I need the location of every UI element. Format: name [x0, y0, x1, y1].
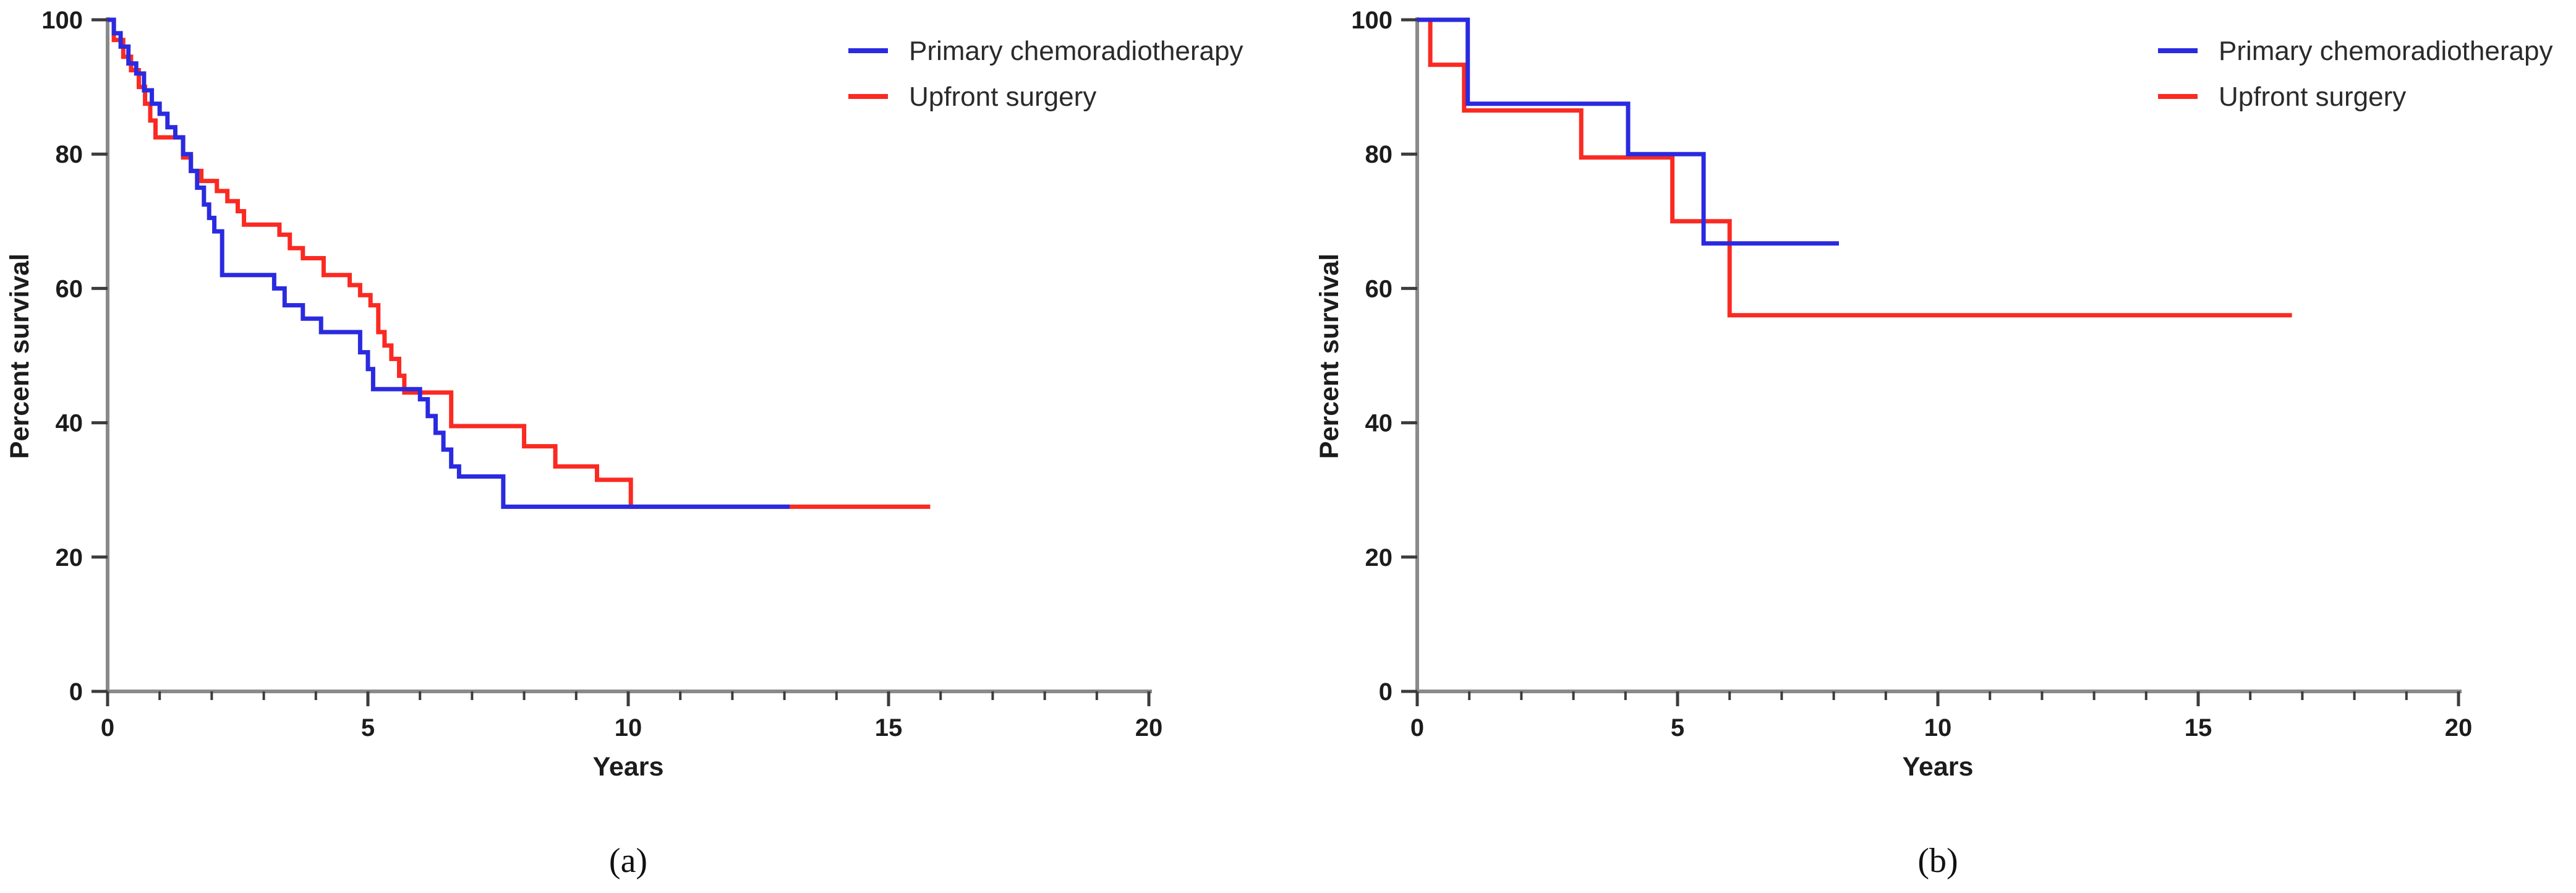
x-tick-label: 5 — [361, 714, 375, 741]
x-tick-label: 10 — [615, 714, 642, 741]
y-tick-label: 60 — [56, 275, 83, 302]
x-tick-label: 0 — [101, 714, 114, 741]
y-tick-label: 100 — [41, 7, 83, 34]
x-tick-label: 15 — [2185, 714, 2212, 741]
km-curve-upfront-surgery — [108, 17, 931, 509]
legend-label-primary-chemoradiotherapy: Primary chemoradiotherapy — [2219, 36, 2553, 66]
y-tick-label: 0 — [69, 678, 83, 706]
panel-b-legend: Primary chemoradiotherapy Upfront surger… — [2158, 36, 2553, 112]
x-tick-label: 20 — [2445, 714, 2473, 741]
panel-b-x-axis-label: Years — [1903, 752, 1974, 782]
legend-label-upfront-surgery: Upfront surgery — [909, 82, 1096, 112]
y-tick-label: 40 — [1365, 410, 1393, 437]
y-tick-label: 80 — [56, 141, 83, 168]
y-tick-label: 80 — [1365, 141, 1393, 168]
y-tick-label: 0 — [1379, 678, 1392, 706]
y-tick-label: 20 — [56, 544, 83, 571]
panel-b: 0 5 10 15 20 0 20 40 60 80 100 Percent survival Ye… — [1315, 7, 2553, 880]
panel-a-legend: Primary chemoradiotherapy Upfront surger… — [848, 36, 1243, 112]
panel-b-curves — [1417, 17, 2292, 318]
x-tick-label: 15 — [875, 714, 903, 741]
panel-a: 0 5 10 15 20 0 20 40 60 80 100 Percent survival Ye… — [5, 7, 1243, 880]
panel-b-axes: 0 5 10 15 20 0 20 40 60 80 100 — [1351, 7, 2472, 741]
panel-b-caption: (b) — [1917, 842, 1958, 880]
x-tick-label: 5 — [1671, 714, 1684, 741]
x-tick-label: 10 — [1924, 714, 1952, 741]
x-tick-label: 0 — [1410, 714, 1424, 741]
panel-b-y-axis-label: Percent survival — [1315, 254, 1344, 459]
y-tick-label: 20 — [1365, 544, 1393, 571]
y-tick-label: 60 — [1365, 275, 1393, 302]
km-curve-primary-chemoradiotherapy — [1417, 17, 1839, 246]
km-curve-primary-chemoradiotherapy — [108, 17, 790, 509]
y-tick-label: 40 — [56, 410, 83, 437]
km-curve-upfront-surgery — [1417, 17, 2292, 318]
panel-a-y-axis-label: Percent survival — [5, 254, 35, 459]
legend-label-upfront-surgery: Upfront surgery — [2219, 82, 2406, 112]
panel-a-x-axis-label: Years — [593, 752, 664, 782]
panel-a-axes: 0 5 10 15 20 0 20 40 60 80 100 — [41, 7, 1162, 741]
panel-a-curves — [108, 17, 931, 509]
y-tick-label: 100 — [1351, 7, 1392, 34]
legend-label-primary-chemoradiotherapy: Primary chemoradiotherapy — [909, 36, 1243, 66]
x-tick-label: 20 — [1135, 714, 1163, 741]
panel-a-caption: (a) — [609, 842, 647, 880]
